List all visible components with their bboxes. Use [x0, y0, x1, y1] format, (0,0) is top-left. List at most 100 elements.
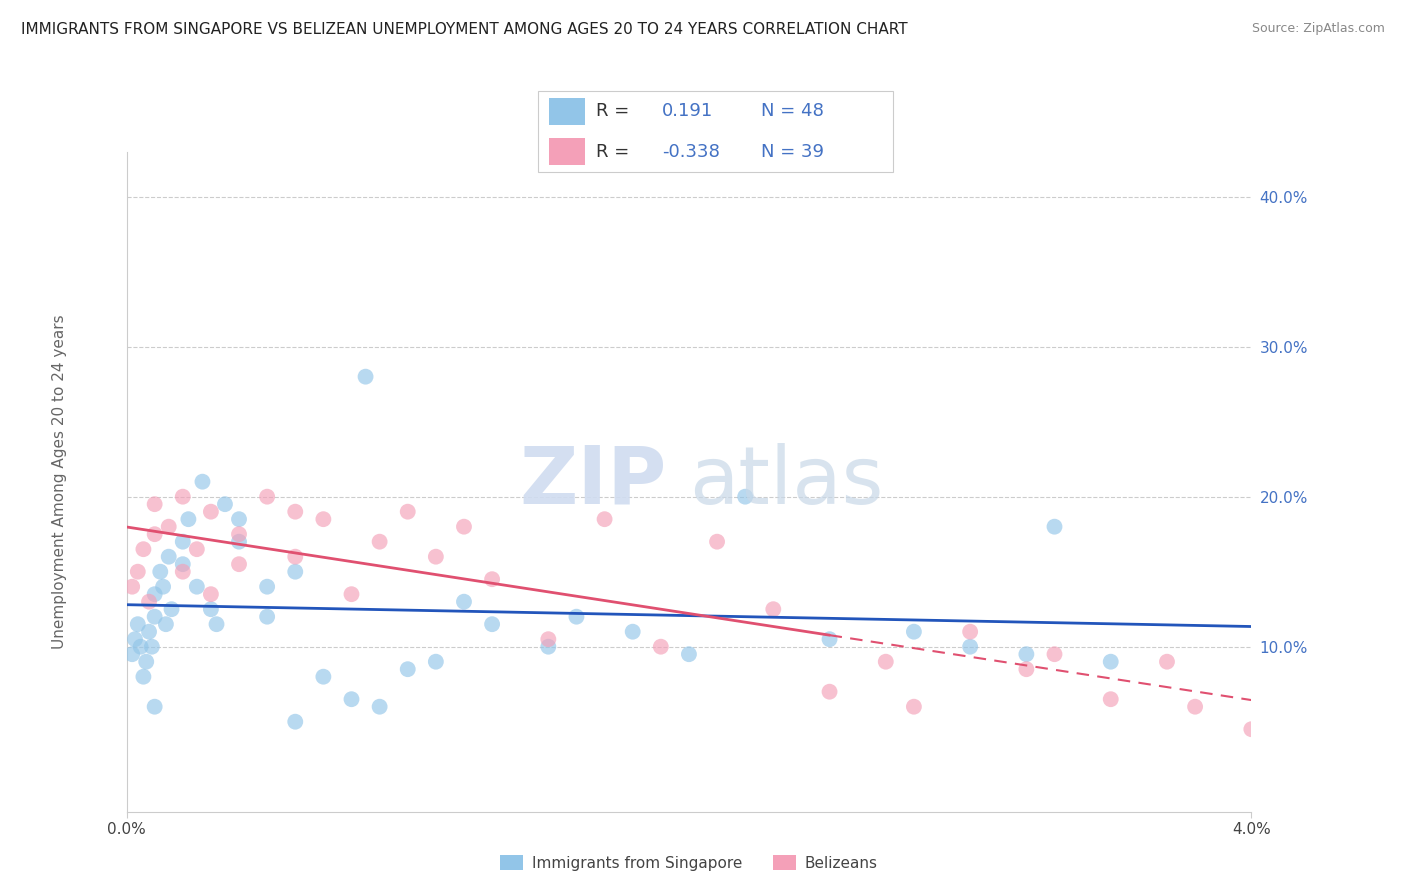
- Point: [396, 505, 419, 519]
- Point: [132, 670, 155, 684]
- Point: [186, 542, 208, 557]
- Point: [1099, 692, 1122, 706]
- Point: [129, 640, 152, 654]
- Point: [124, 632, 146, 647]
- Point: [205, 617, 228, 632]
- Point: [537, 632, 560, 647]
- Point: [200, 602, 222, 616]
- Point: [141, 640, 163, 654]
- Point: [284, 714, 307, 729]
- Point: [312, 512, 335, 526]
- Point: [172, 534, 194, 549]
- Point: [1015, 662, 1038, 676]
- Point: [228, 557, 250, 571]
- Point: [177, 512, 200, 526]
- Point: [143, 609, 166, 624]
- Text: -0.338: -0.338: [662, 143, 720, 161]
- Point: [340, 587, 363, 601]
- Point: [200, 505, 222, 519]
- Point: [368, 534, 391, 549]
- Legend: Immigrants from Singapore, Belizeans: Immigrants from Singapore, Belizeans: [494, 848, 884, 877]
- Point: [1240, 723, 1263, 737]
- Point: [160, 602, 183, 616]
- Point: [734, 490, 756, 504]
- Point: [214, 497, 236, 511]
- Point: [127, 617, 149, 632]
- Point: [453, 595, 475, 609]
- Point: [172, 565, 194, 579]
- Point: [1043, 519, 1066, 533]
- FancyBboxPatch shape: [538, 91, 893, 172]
- Point: [706, 534, 728, 549]
- Point: [228, 534, 250, 549]
- Text: N = 48: N = 48: [761, 103, 824, 120]
- Point: [121, 647, 143, 661]
- Point: [1015, 647, 1038, 661]
- Point: [762, 602, 785, 616]
- Point: [284, 565, 307, 579]
- Point: [138, 624, 160, 639]
- Text: ZIP: ZIP: [519, 442, 666, 521]
- Point: [172, 557, 194, 571]
- Point: [157, 519, 180, 533]
- Point: [121, 580, 143, 594]
- Point: [593, 512, 616, 526]
- Point: [425, 549, 447, 564]
- Text: Unemployment Among Ages 20 to 24 years: Unemployment Among Ages 20 to 24 years: [52, 314, 66, 649]
- Point: [481, 572, 503, 586]
- Point: [256, 490, 278, 504]
- Point: [143, 699, 166, 714]
- Point: [155, 617, 177, 632]
- Point: [256, 580, 278, 594]
- Point: [903, 624, 925, 639]
- Point: [228, 512, 250, 526]
- Text: atlas: atlas: [689, 442, 883, 521]
- Point: [284, 549, 307, 564]
- Point: [228, 527, 250, 541]
- Point: [191, 475, 214, 489]
- Point: [1099, 655, 1122, 669]
- Text: 0.191: 0.191: [662, 103, 713, 120]
- Text: Source: ZipAtlas.com: Source: ZipAtlas.com: [1251, 22, 1385, 36]
- FancyBboxPatch shape: [548, 98, 585, 125]
- Point: [149, 565, 172, 579]
- Text: N = 39: N = 39: [761, 143, 824, 161]
- Point: [135, 655, 157, 669]
- Point: [650, 640, 672, 654]
- Point: [481, 617, 503, 632]
- Point: [1156, 655, 1178, 669]
- Point: [354, 369, 377, 384]
- Point: [1043, 647, 1066, 661]
- Point: [903, 699, 925, 714]
- Point: [959, 640, 981, 654]
- Point: [186, 580, 208, 594]
- Point: [565, 609, 588, 624]
- FancyBboxPatch shape: [548, 138, 585, 165]
- Point: [157, 549, 180, 564]
- Point: [368, 699, 391, 714]
- Point: [172, 490, 194, 504]
- Point: [453, 519, 475, 533]
- Point: [1184, 699, 1206, 714]
- Point: [143, 527, 166, 541]
- Point: [959, 624, 981, 639]
- Point: [425, 655, 447, 669]
- Point: [678, 647, 700, 661]
- Point: [143, 497, 166, 511]
- Point: [875, 655, 897, 669]
- Point: [200, 587, 222, 601]
- Point: [143, 587, 166, 601]
- Point: [127, 565, 149, 579]
- Point: [138, 595, 160, 609]
- Point: [537, 640, 560, 654]
- Point: [152, 580, 174, 594]
- Point: [396, 662, 419, 676]
- Point: [340, 692, 363, 706]
- Point: [132, 542, 155, 557]
- Text: R =: R =: [596, 143, 630, 161]
- Point: [312, 670, 335, 684]
- Text: IMMIGRANTS FROM SINGAPORE VS BELIZEAN UNEMPLOYMENT AMONG AGES 20 TO 24 YEARS COR: IMMIGRANTS FROM SINGAPORE VS BELIZEAN UN…: [21, 22, 908, 37]
- Point: [621, 624, 644, 639]
- Text: R =: R =: [596, 103, 630, 120]
- Point: [284, 505, 307, 519]
